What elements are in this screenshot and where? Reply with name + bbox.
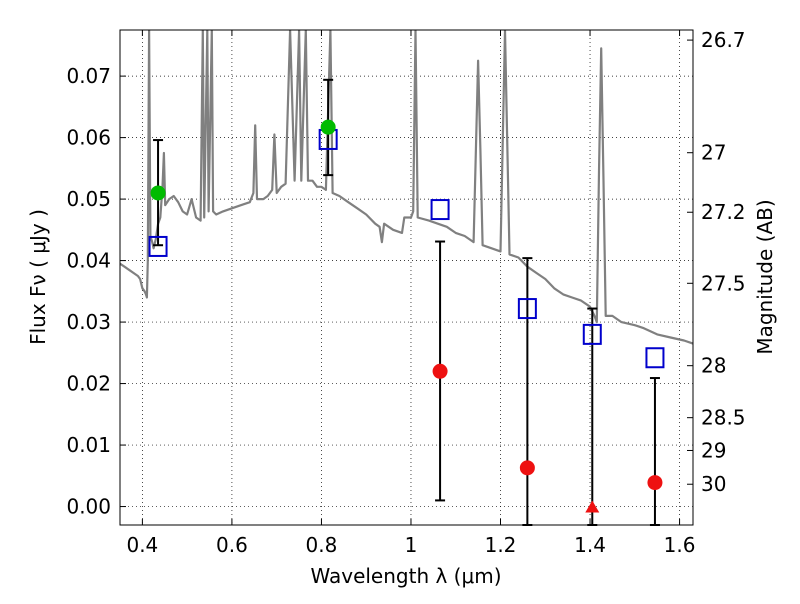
nondetection-triangle-marker (585, 500, 600, 513)
x-tick-label: 1.4 (574, 533, 606, 557)
y-tick-label: 0.05 (66, 187, 111, 211)
x-tick-label: 0.8 (306, 533, 338, 557)
model-point-marker (582, 323, 602, 345)
detection-marker (320, 119, 336, 135)
y2-axis-label: Magnitude (AB) (753, 199, 777, 354)
tick-labels: 0.4 0.6 0.8 1 1.2 1.4 1.6 0.00 0.01 0.02 0.03 0.04 0… (66, 28, 745, 557)
detection-marker (150, 185, 166, 201)
y2-tick-label: 27.2 (701, 200, 746, 224)
plot-area (120, 30, 693, 345)
x-tick-label: 0.6 (216, 533, 248, 557)
x-axis-label: Wavelength λ (μm) (310, 564, 501, 588)
y-tick-label: 0.03 (66, 310, 111, 334)
y2-tick-label: 27 (701, 141, 726, 165)
y2-tick-label: 27.5 (701, 271, 746, 295)
y-tick-label: 0.04 (66, 249, 111, 273)
nondetection-marker (519, 460, 535, 476)
y-tick-label: 0.00 (66, 495, 111, 519)
grid-lines (120, 30, 693, 525)
x-tick-label: 0.4 (126, 533, 158, 557)
model-point-marker (517, 298, 537, 320)
y2-tick-label: 28.5 (701, 406, 746, 430)
y-tick-label: 0.02 (66, 372, 111, 396)
model-point-marker (148, 235, 168, 257)
nondetection-marker (647, 475, 663, 491)
y-tick-label: 0.01 (66, 433, 111, 457)
y2-tick-label: 26.7 (701, 28, 746, 52)
y2-tick-label: 29 (701, 438, 726, 462)
y-tick-label: 0.06 (66, 126, 111, 150)
model-spectrum-line (120, 30, 693, 345)
x-tick-label: 1.6 (664, 533, 696, 557)
y-axis-label: Flux Fν ( μJy ) (26, 209, 50, 345)
y-tick-label: 0.07 (66, 64, 111, 88)
model-point-marker (430, 199, 450, 221)
plot-frame (119, 29, 694, 526)
y2-tick-label: 28 (701, 354, 726, 378)
nondetection-marker (432, 363, 448, 379)
y2-tick-label: 30 (701, 472, 726, 496)
x-tick-label: 1 (405, 533, 418, 557)
data-points (148, 78, 665, 526)
x-tick-label: 1.2 (485, 533, 517, 557)
model-point-marker (645, 347, 665, 369)
